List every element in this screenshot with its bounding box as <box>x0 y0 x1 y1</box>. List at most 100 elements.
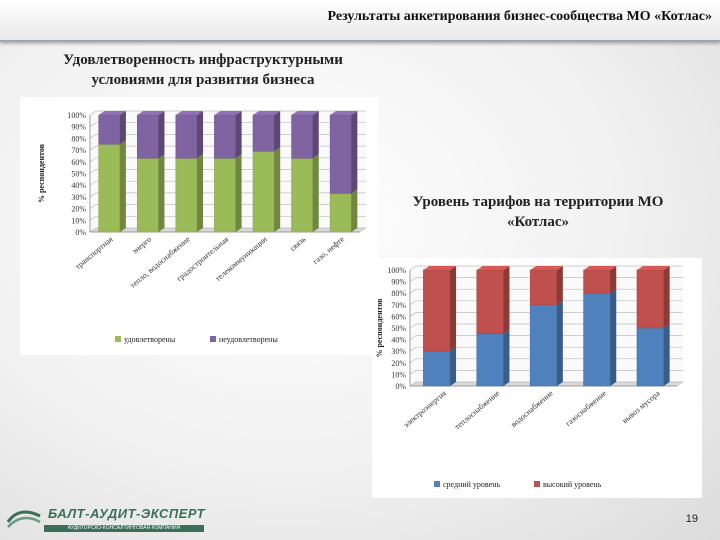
bar-segment <box>98 144 121 233</box>
y-tick-label: 80% <box>71 134 86 143</box>
left-chart-heading: Удовлетворенность инфраструктурными усло… <box>18 50 388 90</box>
right-chart-heading: Уровень тарифов на территории МО «Котлас… <box>378 192 698 232</box>
x-tick-label: электроэнергия <box>402 388 448 429</box>
bar-segment <box>252 114 275 152</box>
y-tick-label: 90% <box>391 278 406 287</box>
bar-segment <box>214 114 236 159</box>
y-tick-label: 50% <box>71 170 86 179</box>
bar-side <box>119 140 126 232</box>
left-heading-line2: условиями для развития бизнеса <box>91 72 315 88</box>
bar-side <box>197 111 204 159</box>
bar-top <box>175 111 204 115</box>
y-axis-title: % респондентов <box>37 143 46 203</box>
legend-swatch <box>434 481 440 487</box>
bar-side <box>556 300 563 386</box>
bar-side <box>663 324 670 386</box>
x-tick-label: газоснабжение <box>564 388 609 428</box>
bar-side <box>235 154 242 232</box>
legend-swatch <box>115 336 121 342</box>
bar-segment <box>214 158 236 233</box>
bar-top <box>330 111 358 115</box>
bar-top <box>214 111 242 115</box>
bar-side <box>312 154 319 232</box>
bar-segment <box>137 158 159 233</box>
bar-top <box>291 111 319 115</box>
bar-side <box>158 154 165 232</box>
bar-segment <box>175 158 198 233</box>
y-tick-label: 100% <box>387 266 406 275</box>
bar-segment <box>329 114 352 194</box>
bar-segment <box>529 269 558 306</box>
legend-swatch <box>534 481 540 487</box>
bar-segment <box>476 269 504 335</box>
legend-label: неудовлетворены <box>219 335 278 344</box>
bar-side <box>556 266 563 305</box>
bar-side <box>274 147 281 232</box>
y-tick-label: 40% <box>391 336 406 345</box>
y-tick-label: 60% <box>71 158 86 167</box>
bar-top <box>137 111 165 115</box>
y-tick-label: 40% <box>71 181 86 190</box>
satisfaction-chart-svg: 0% 10% 20% 30% 40% 50% 60% 70% 80% 90% 100% % респо… <box>37 110 367 344</box>
x-tick-label: транспортная <box>73 234 114 271</box>
y-tick-label: 0% <box>75 228 86 237</box>
x-tick-label: энерго <box>130 235 153 256</box>
bar-segment <box>291 158 313 233</box>
tariff-chart-svg: 0% 10% 20% 30% 40% 50% 60% 70% 80% 90% 100% % респо… <box>375 265 684 489</box>
y-tick-label: 80% <box>391 289 406 298</box>
legend-label: средний уровень <box>443 480 500 489</box>
bar-segment <box>529 304 558 387</box>
bar-top <box>98 111 126 115</box>
bar-side <box>197 154 204 232</box>
bar-segment <box>252 151 275 233</box>
legend-swatch <box>210 336 216 342</box>
y-axis-title: % респондентов <box>375 298 384 358</box>
page-title: Результаты анкетирования бизнес-сообщест… <box>327 9 713 24</box>
bar-top <box>530 266 563 270</box>
tariff-chart: 0% 10% 20% 30% 40% 50% 60% 70% 80% 90% 100% % респо… <box>372 258 702 498</box>
y-tick-label: 30% <box>391 347 406 356</box>
y-tick-label: 10% <box>71 216 86 225</box>
logo-wave-icon <box>6 510 41 528</box>
y-tick-label: 60% <box>391 312 406 321</box>
header-bar: Результаты анкетирования бизнес-сообщест… <box>0 0 720 42</box>
bar-top <box>423 266 457 270</box>
bar-side <box>610 266 617 294</box>
page-number: 19 <box>685 513 698 525</box>
left-heading-line1: Удовлетворенность инфраструктурными <box>63 52 343 68</box>
bar-segment <box>423 350 451 387</box>
bar-side <box>450 266 457 352</box>
bar-segment <box>583 269 611 294</box>
x-tick-label: вывоз мусора <box>620 388 662 425</box>
bar-segment <box>175 114 198 159</box>
company-logo: БАЛТ-АУДИТ-ЭКСПЕРТ АУДИТОРСКО-КОНСАЛТИНГ… <box>6 500 206 536</box>
x-tick-label: связь <box>288 234 308 253</box>
right-heading-line1: Уровень тарифов на территории МО <box>412 194 664 210</box>
legend-label: удовлетворены <box>124 335 176 344</box>
y-tick-label: 70% <box>71 146 86 155</box>
logo-subtitle: АУДИТОРСКО-КОНСАЛТИНГОВАЯ КОМПАНИЯ <box>44 525 204 532</box>
bar-side <box>450 347 457 386</box>
bar-side <box>503 266 510 334</box>
x-tick-label: теплоснабжение <box>453 388 502 431</box>
logo-name: БАЛТ-АУДИТ-ЭКСПЕРТ <box>48 506 206 521</box>
bar-top <box>252 111 281 115</box>
bar-side <box>274 111 281 152</box>
bar-side <box>235 111 242 159</box>
bar-side <box>158 111 165 159</box>
y-tick-label: 0% <box>395 382 406 391</box>
y-tick-label: 30% <box>71 193 86 202</box>
bar-segment <box>98 114 121 145</box>
bar-segment <box>476 333 504 387</box>
bar-side <box>351 189 358 232</box>
bar-segment <box>137 114 159 159</box>
bar-top <box>636 266 670 270</box>
satisfaction-chart: 0% 10% 20% 30% 40% 50% 60% 70% 80% 90% 100% % респо… <box>20 97 378 355</box>
y-tick-label: 20% <box>391 359 406 368</box>
bar-segment <box>329 193 352 233</box>
bar-side <box>610 289 617 386</box>
bar-side <box>119 111 126 145</box>
right-heading-line2: «Котлас» <box>507 214 569 230</box>
y-tick-label: 90% <box>71 123 86 132</box>
x-tick-label: водоснабжение <box>509 388 555 429</box>
